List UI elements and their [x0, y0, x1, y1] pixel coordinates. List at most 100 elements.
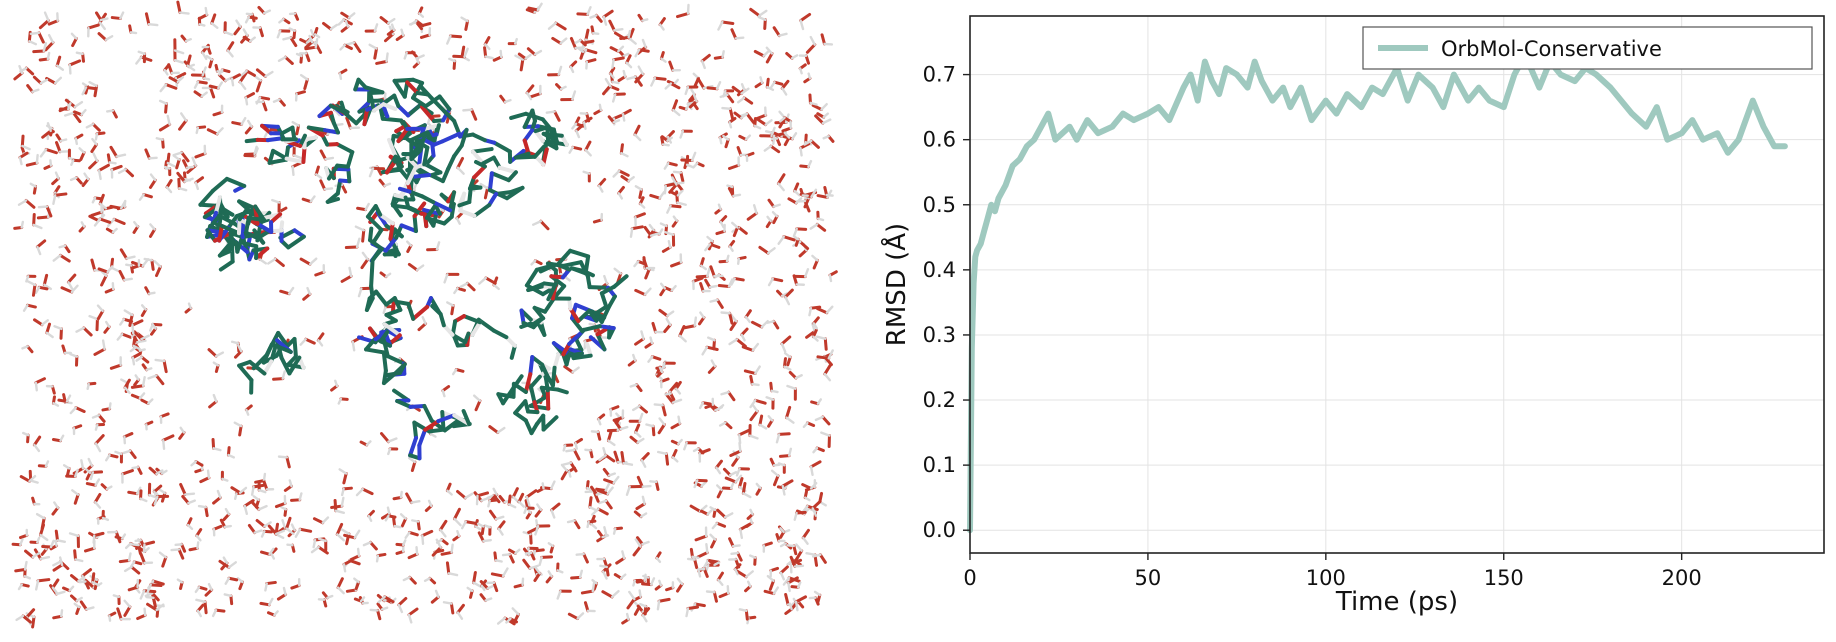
water-bond	[827, 349, 834, 360]
water-bond	[255, 68, 267, 78]
water-bond	[670, 422, 682, 430]
water-bond	[295, 52, 303, 58]
water-bond	[238, 486, 248, 494]
water-bond	[23, 575, 32, 580]
water-bond	[828, 274, 833, 283]
water-bond	[110, 16, 122, 20]
water-bond	[709, 265, 716, 278]
water-bond	[622, 52, 630, 58]
water-bond	[200, 91, 208, 98]
water-bond	[649, 336, 654, 345]
water-bond	[405, 492, 414, 505]
water-bond	[139, 589, 146, 600]
water-bond	[763, 18, 767, 30]
water-bond	[629, 383, 638, 388]
water-bond	[145, 595, 155, 600]
water-bond	[759, 76, 764, 84]
water-bond	[820, 431, 831, 437]
water-bond	[653, 403, 664, 407]
water-bond	[390, 23, 396, 32]
protein-bond	[509, 343, 517, 360]
water-bond	[152, 484, 163, 494]
water-bond	[375, 59, 389, 65]
water-bond	[227, 561, 237, 569]
water-bond	[728, 245, 734, 252]
water-bond	[641, 18, 649, 22]
water-bond	[706, 235, 714, 243]
water-bond	[503, 98, 512, 104]
water-bond	[31, 88, 40, 93]
water-bond	[135, 55, 143, 65]
water-bond	[383, 92, 387, 100]
water-bond	[724, 476, 738, 484]
water-bond	[44, 40, 55, 52]
water-bond	[690, 88, 696, 96]
water-bond	[666, 161, 678, 167]
water-bond	[302, 292, 312, 301]
water-bond	[196, 80, 208, 85]
water-bond	[730, 313, 738, 323]
protein-bond	[368, 90, 385, 96]
water-bond	[250, 485, 255, 496]
water-bond	[212, 361, 220, 367]
water-bond	[780, 342, 787, 353]
water-bond	[345, 532, 351, 546]
water-bond	[673, 78, 680, 86]
protein-bond	[420, 105, 437, 124]
water-bond	[700, 53, 711, 63]
protein-bond	[448, 190, 457, 213]
water-bond	[407, 607, 419, 617]
water-bond	[578, 569, 583, 579]
water-bond	[65, 466, 71, 478]
water-bond	[603, 274, 609, 285]
water-bond	[435, 538, 442, 549]
water-bond	[204, 588, 214, 597]
water-bond	[823, 364, 832, 376]
water-bond	[400, 28, 405, 37]
water-bond	[709, 506, 717, 512]
water-bond	[435, 241, 441, 251]
water-bond	[700, 481, 707, 488]
water-bond	[212, 447, 222, 452]
water-bond	[94, 500, 102, 509]
water-bond	[736, 257, 741, 265]
water-bond	[89, 471, 95, 481]
water-bond	[138, 193, 145, 201]
water-bond	[633, 133, 642, 142]
water-bond	[134, 374, 140, 381]
water-bond	[64, 111, 75, 117]
water-bond	[52, 254, 62, 262]
water-bond	[615, 556, 626, 565]
water-bond	[802, 421, 809, 429]
water-bond	[340, 25, 350, 33]
water-bond	[231, 121, 244, 126]
water-bond	[119, 248, 129, 260]
water-bond	[689, 504, 702, 513]
water-bond	[766, 85, 775, 92]
water-bond	[33, 318, 44, 327]
protein-bond	[387, 137, 398, 158]
water-bond	[744, 134, 752, 141]
protein-bond	[599, 284, 617, 296]
water-bond	[208, 58, 214, 69]
water-bond	[556, 589, 562, 600]
protein-bond	[368, 91, 376, 113]
water-bond	[604, 499, 613, 510]
water-bond	[463, 47, 469, 58]
water-bond	[490, 572, 505, 578]
water-bond	[513, 583, 525, 589]
water-bond	[188, 546, 199, 552]
water-bond	[633, 510, 643, 519]
water-bond	[697, 570, 702, 578]
water-bond	[536, 2, 543, 12]
water-bond	[648, 223, 655, 232]
protein-bond	[553, 284, 567, 299]
water-bond	[601, 570, 608, 580]
protein-bond	[411, 137, 426, 157]
water-bond	[312, 538, 317, 549]
water-bond	[276, 29, 282, 39]
protein-bond	[362, 107, 370, 127]
water-bond	[453, 507, 461, 521]
water-bond	[415, 264, 425, 272]
water-bond	[472, 570, 477, 585]
